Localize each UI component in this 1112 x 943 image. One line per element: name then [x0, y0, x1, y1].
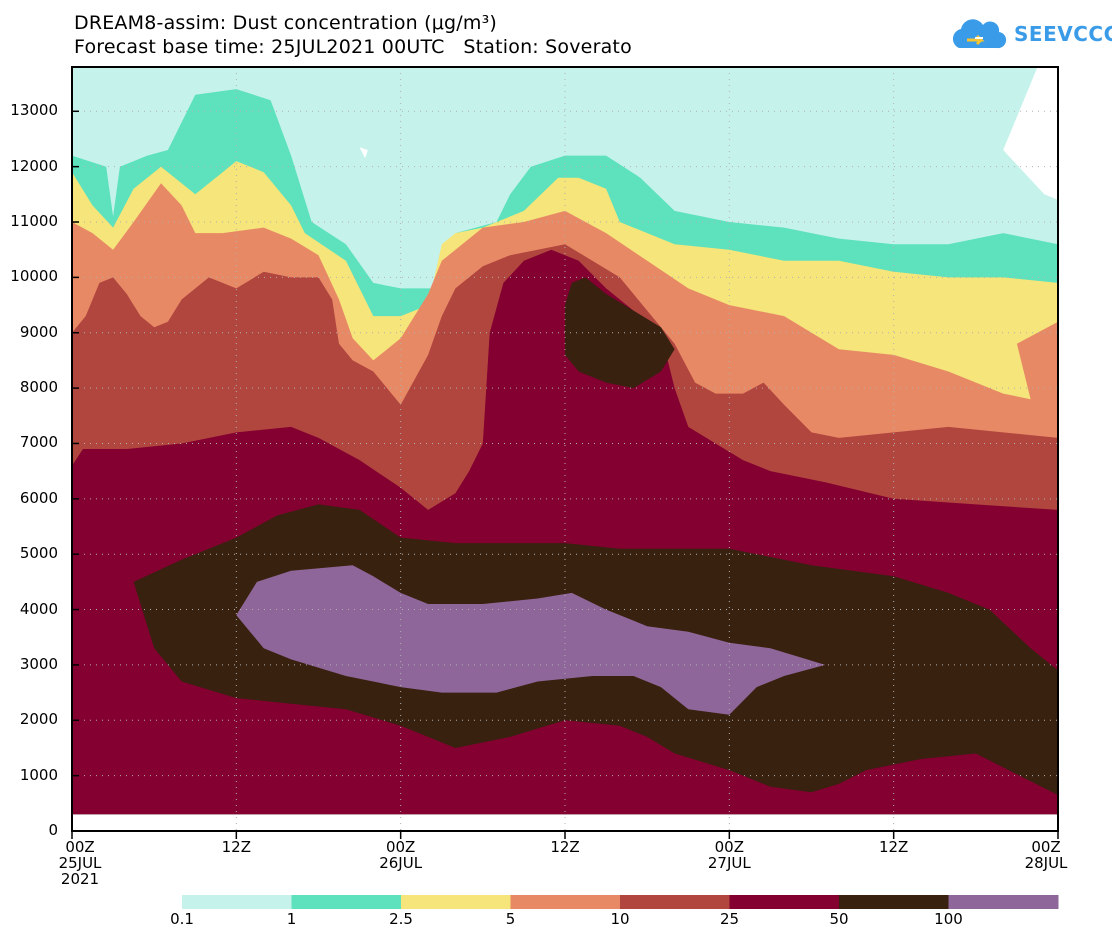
x-tick-label: 00Z 26JUL [361, 839, 441, 871]
y-tick-label: 5000 [19, 544, 58, 563]
colorbar-swatch [510, 895, 621, 909]
colorbar-label: 100 [934, 910, 963, 928]
x-tick-label-line: 25JUL [58, 854, 102, 872]
x-tick-label-line: 00Z [65, 838, 95, 856]
x-tick-label-line: 12Z [550, 838, 580, 856]
colorbar-swatch [401, 895, 511, 909]
x-tick-label-line: 27JUL [707, 854, 751, 872]
x-tick-label: 00Z 28JUL [1006, 839, 1086, 871]
colorbar [182, 895, 1059, 909]
x-tick-label-line: 00Z [385, 838, 416, 856]
x-tick-label: 12Z [525, 839, 605, 855]
y-tick-label: 0 [48, 821, 58, 839]
x-tick-label: 12Z [854, 839, 934, 855]
colorbar-label: 25 [719, 910, 740, 928]
y-tick-label: 8000 [19, 378, 58, 397]
gridlines [72, 67, 1058, 831]
colorbar-label: 2.5 [389, 910, 413, 928]
x-tick-label: 12Z [196, 839, 276, 855]
y-tick-label: 4000 [19, 599, 58, 618]
y-tick-label: 9000 [19, 322, 58, 341]
colorbar-swatch [729, 895, 840, 909]
y-tick-label: 11000 [10, 212, 58, 230]
seevccc-cloud-logo-icon [952, 19, 1007, 49]
x-tick-label-line: 2021 [60, 870, 100, 888]
colorbar-label: 0.1 [170, 910, 194, 928]
colorbar-label: 5 [505, 910, 516, 928]
colorbar-swatch [291, 895, 402, 909]
y-tick-label: 7000 [19, 433, 58, 452]
y-tick-label: 2000 [19, 710, 58, 729]
x-tick-label-line: 00Z [714, 838, 745, 856]
x-tick-label-line: 12Z [221, 838, 252, 856]
x-tick-label-line: 26JUL [379, 854, 423, 872]
x-tick-label: 00Z 27JUL [689, 839, 769, 871]
x-tick-label-line: 12Z [878, 838, 909, 856]
contour-fills [72, 67, 1059, 815]
y-tick-label: 12000 [10, 156, 58, 175]
contour-level-9 [359, 147, 368, 159]
contour-level-7 [565, 277, 675, 389]
axis-tick-marks [71, 110, 1059, 839]
colorbar-swatch [948, 895, 1059, 909]
x-tick-label: 00Z 25JUL 2021 [40, 839, 120, 887]
chart-title: DREAM8-assim: Dust concentration (μg/m³) [74, 12, 498, 34]
y-tick-label: 13000 [10, 101, 58, 120]
colorbar-label: 50 [829, 910, 849, 928]
colorbar-swatch [839, 895, 949, 909]
colorbar-label: 1 [286, 910, 297, 928]
chart-subtitle: Forecast base time: 25JUL2021 00UTC Stat… [74, 36, 632, 58]
x-tick-label-line: 00Z [1031, 838, 1061, 856]
colorbar-label: 10 [610, 910, 630, 928]
x-tick-label-line: 28JUL [1024, 854, 1068, 872]
y-tick-label: 3000 [19, 654, 58, 673]
y-tick-label: 6000 [19, 488, 58, 507]
y-tick-label: 1000 [19, 765, 58, 784]
y-tick-label: 10000 [10, 267, 58, 286]
seevccc-logo-text: SEEVCCC [1014, 22, 1112, 46]
colorbar-swatch [182, 895, 292, 909]
contour-level-8 [236, 565, 826, 715]
colorbar-swatch [620, 895, 730, 909]
